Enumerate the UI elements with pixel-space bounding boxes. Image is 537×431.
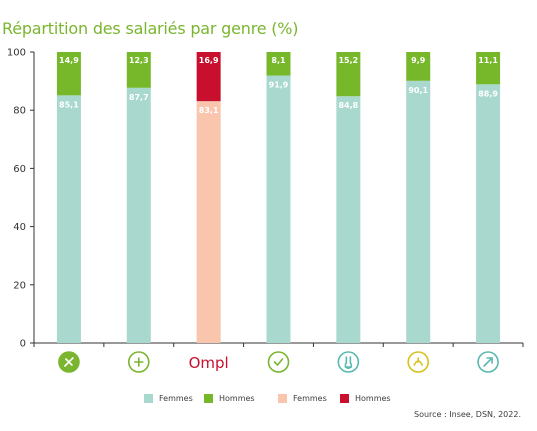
value-label-femmes-6: 88,9 [478,89,498,98]
bar-femmes-3 [266,75,291,344]
bar-hommes-0 [56,52,81,96]
value-label-hommes-3: 8,1 [271,56,286,65]
bar-hommes-4 [336,52,361,97]
bar-hommes-2 [196,52,221,102]
value-label-femmes-3: 91,9 [269,81,289,90]
source-note: Source : Insee, DSN, 2022. [414,410,521,419]
bar-hommes-6 [476,52,501,85]
legend-label-hommes-ompl: Hommes [355,394,391,403]
legend-swatch-femmes [144,394,153,403]
legend-item-femmes: Femmes [144,394,193,403]
legend-label-femmes: Femmes [159,394,193,403]
bar-femmes-4 [336,96,361,344]
officine-icon [407,351,430,373]
legend-item-femmes-ompl: Femmes [278,394,327,403]
produits-icon [127,351,150,373]
legend-swatch-femmes-ompl [278,394,287,403]
chart-title: Répartition des salariés par genre (%) [2,19,299,38]
bar-femmes-0 [56,95,81,343]
y-tick-label-100: 100 [7,48,26,59]
value-label-hommes-0: 14,9 [59,56,79,65]
value-label-hommes-2: 16,9 [199,56,219,65]
bar-femmes-5 [406,80,431,344]
vétérinaire-icon [477,351,499,373]
value-label-hommes-6: 11,1 [478,56,498,65]
bar-hommes-5 [406,52,431,81]
grossistes-icon [58,351,80,373]
value-label-femmes-1: 87,7 [129,93,149,102]
bar-femmes-6 [476,84,501,344]
ompl-logo: Ompl [189,354,229,372]
value-label-hommes-1: 12,3 [129,56,149,65]
bar-femmes-1 [126,87,151,343]
y-tick-label-40: 40 [13,222,26,233]
legend-swatch-hommes [204,394,213,403]
bar-femmes-2 [196,101,221,343]
value-label-hommes-4: 15,2 [338,56,358,65]
bar-hommes-1 [126,52,151,88]
legend-label-femmes-ompl: Femmes [293,394,327,403]
bar-hommes-3 [266,52,291,76]
value-label-femmes-4: 84,8 [338,101,358,110]
laboratoires-icon [337,351,360,373]
value-label-femmes-5: 90,1 [408,86,428,95]
value-label-femmes-2: 83,1 [199,106,219,115]
y-tick-label-20: 20 [13,280,26,291]
chart-legend: Femmes Hommes Femmes Hommes [0,394,537,408]
legend-label-hommes: Hommes [219,394,255,403]
legend-item-hommes-ompl: Hommes [340,394,391,403]
y-tick-label-60: 60 [13,164,26,175]
y-tick-label-0: 0 [20,339,26,350]
distribution-icon [267,351,290,373]
value-label-hommes-5: 9,9 [411,56,426,65]
value-label-femmes-0: 85,1 [59,100,79,109]
legend-item-hommes: Hommes [204,394,255,403]
y-tick-label-80: 80 [13,106,26,117]
legend-swatch-hommes-ompl [340,394,349,403]
